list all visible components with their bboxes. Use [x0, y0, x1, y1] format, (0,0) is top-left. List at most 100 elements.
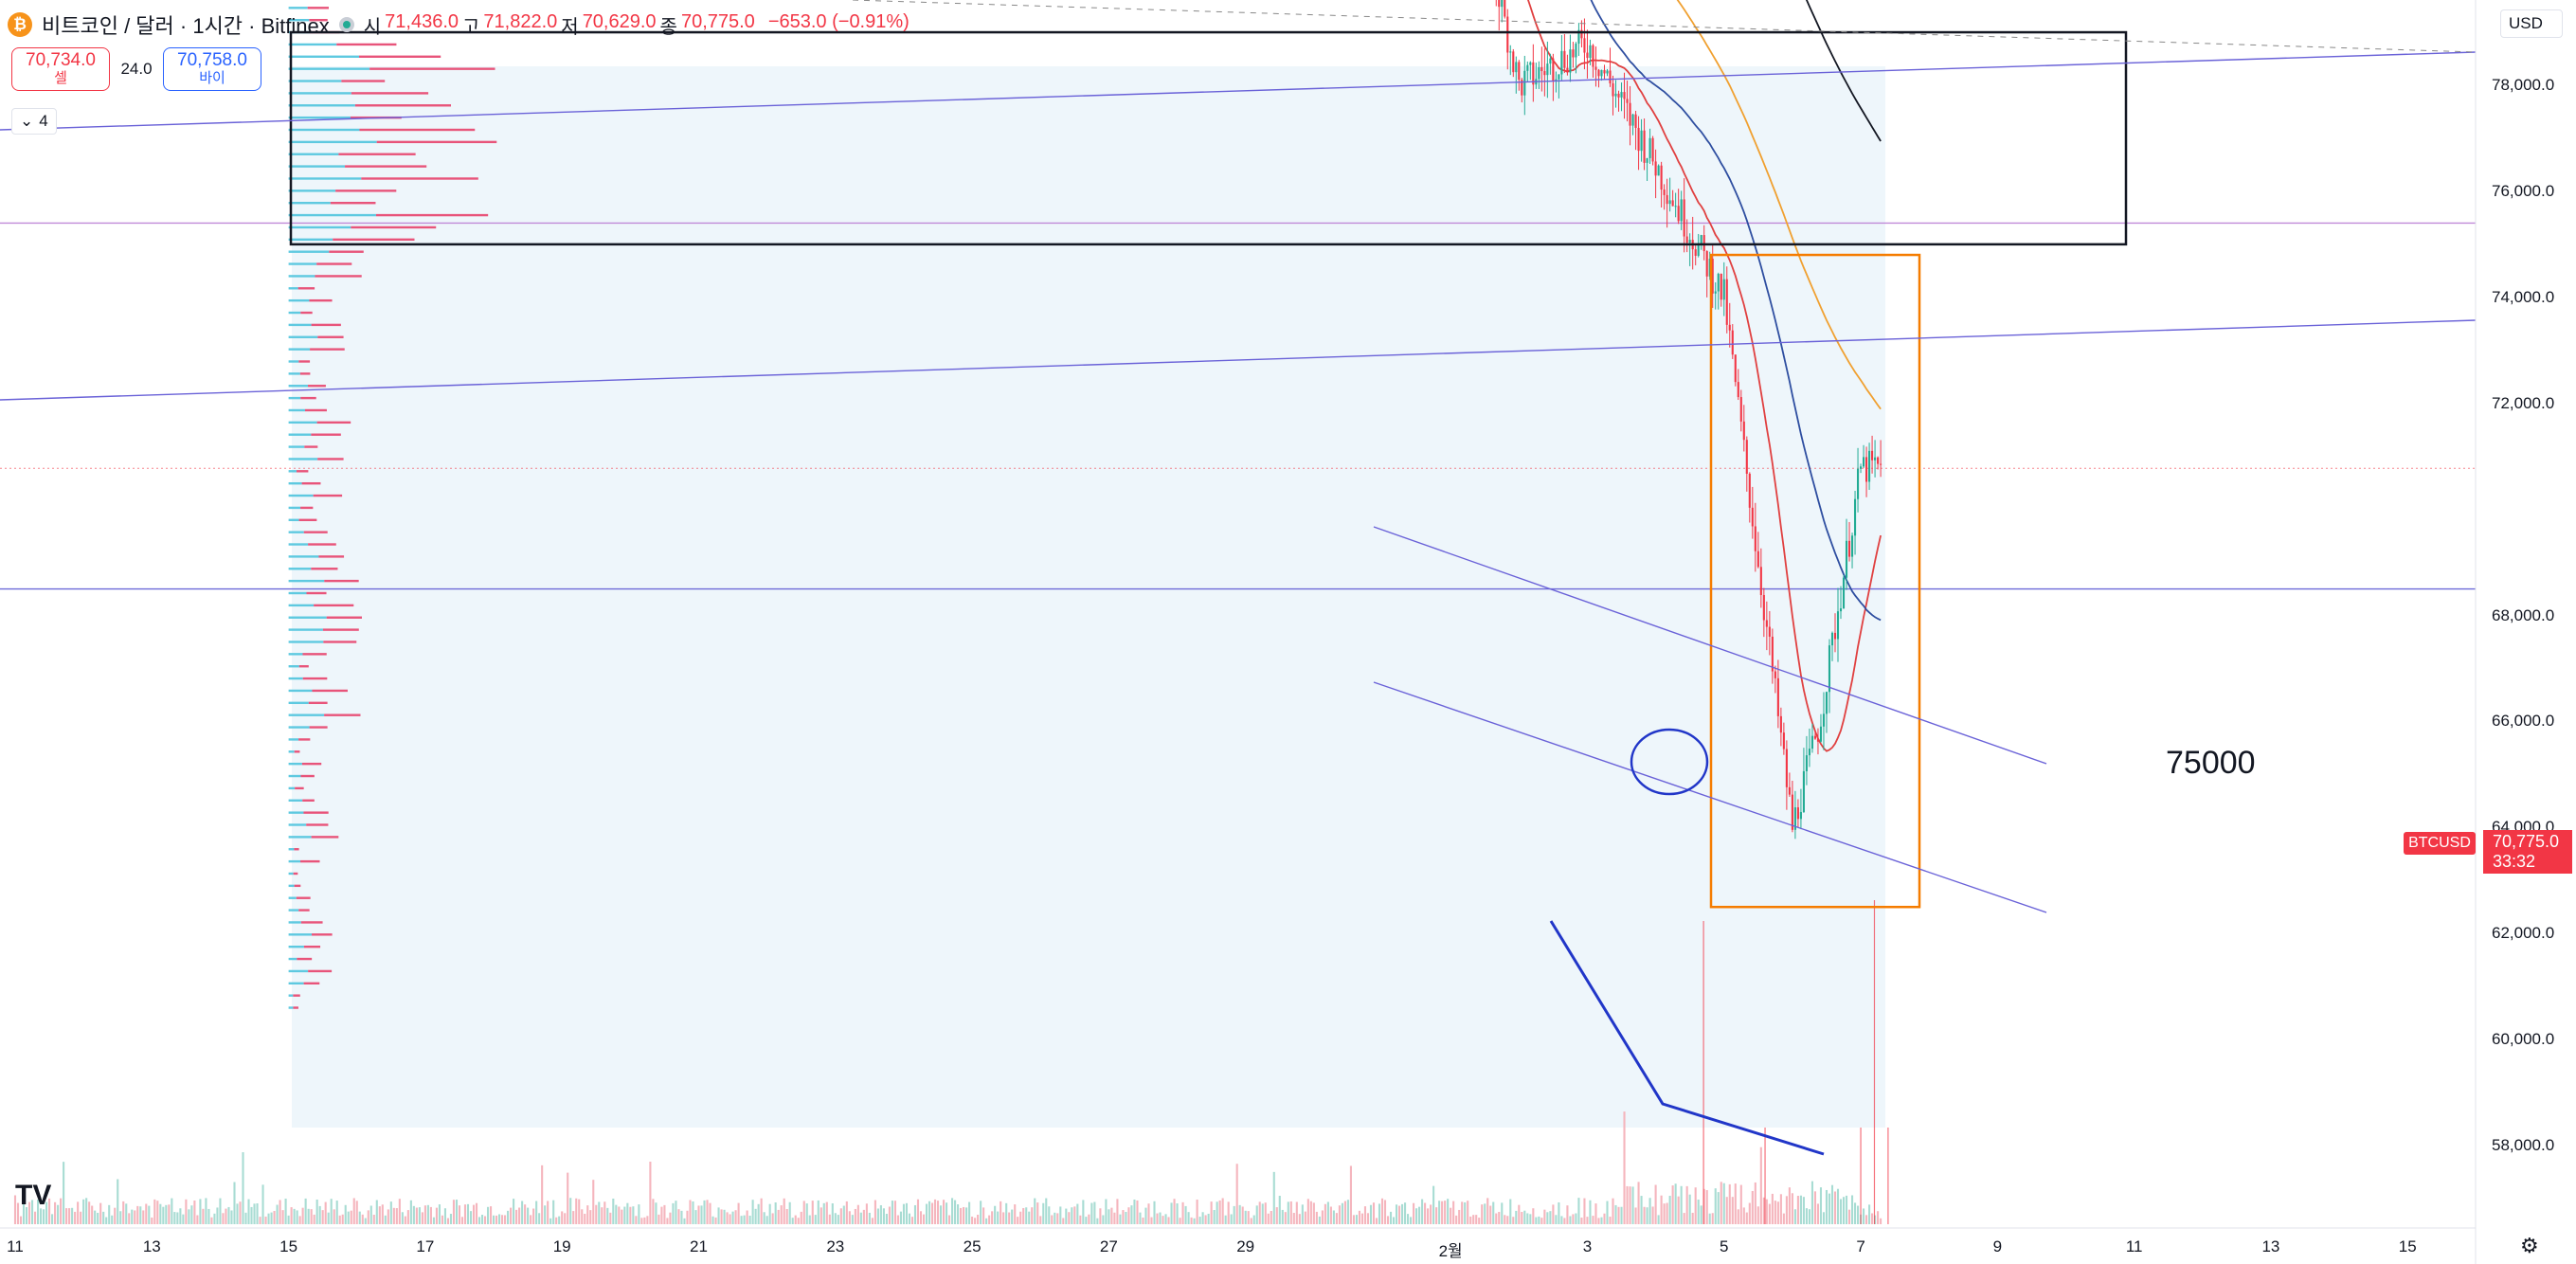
volume-bar: [88, 1201, 91, 1224]
currency-select[interactable]: USD: [2500, 9, 2563, 38]
buy-button[interactable]: 70,758.0 바이: [163, 47, 261, 91]
candle-body: [1631, 114, 1634, 126]
sell-button[interactable]: 70,734.0 셀: [11, 47, 110, 91]
candle-body: [1708, 259, 1711, 277]
candle-body: [1674, 206, 1677, 208]
candle-body: [1714, 291, 1717, 294]
volume-bar: [729, 1214, 731, 1224]
tradingview-logo[interactable]: TV: [15, 1180, 52, 1211]
vp-bar-up: [288, 421, 317, 424]
volume-bar: [1563, 1218, 1566, 1224]
volume-bar: [706, 1200, 709, 1224]
volume-bar: [1022, 1207, 1025, 1224]
time-tick-label: 11: [2125, 1237, 2143, 1255]
volume-bar: [301, 1207, 304, 1224]
volume-bar: [378, 1206, 381, 1224]
market-status-icon[interactable]: [338, 17, 354, 32]
volume-bar: [250, 1206, 253, 1224]
candle: [1717, 272, 1720, 310]
symbol-title[interactable]: 비트코인 / 달러 · 1시간 · Bitfinex: [42, 14, 330, 38]
volume-bar: [1810, 1181, 1813, 1224]
candle: [1805, 735, 1808, 785]
volume-bar: [1677, 1196, 1680, 1224]
volume-bar: [1167, 1217, 1170, 1224]
volume-bar: [1088, 1214, 1090, 1224]
volume-bar: [1489, 1205, 1492, 1224]
volume-bar: [771, 1213, 774, 1224]
volume-bar: [1546, 1212, 1549, 1224]
volume-bar: [1694, 1187, 1697, 1224]
volume-bar: [552, 1200, 555, 1224]
buy-label: 바이: [199, 70, 225, 87]
volume-bar: [1048, 1206, 1051, 1224]
volume-bar: [1612, 1198, 1614, 1224]
volume-bar: [1555, 1215, 1558, 1224]
volume-bar: [893, 1201, 896, 1224]
vp-bar-down: [306, 823, 329, 826]
drawings[interactable]: [0, 0, 2477, 1156]
low-value: 70,629.0: [582, 10, 657, 32]
volume-bar: [1156, 1213, 1159, 1224]
volume-bar: [165, 1204, 168, 1224]
volume-bar: [785, 1208, 788, 1224]
vp-bar-down: [298, 665, 309, 668]
volume-bar: [936, 1201, 940, 1224]
candle-body: [1880, 463, 1882, 465]
volume-bar: [236, 1203, 239, 1224]
candle: [1526, 61, 1529, 82]
volume-bar: [1415, 1208, 1418, 1224]
volume-bar: [171, 1198, 173, 1224]
volume-bar: [623, 1206, 626, 1224]
volume-bar: [1450, 1207, 1452, 1224]
candle-body: [1785, 749, 1788, 787]
sell-label: 셀: [54, 70, 67, 87]
vp-bar-up: [288, 579, 325, 583]
volume-bar: [1793, 1209, 1796, 1224]
channel-upper: [1373, 526, 2047, 765]
volume-bar: [899, 1211, 902, 1224]
vp-bar-down: [303, 982, 320, 984]
volume-bar: [1315, 1211, 1318, 1224]
candle: [1549, 53, 1552, 75]
volume-bar: [763, 1212, 766, 1224]
volume-bar: [1623, 1111, 1626, 1224]
volume-bar: [1065, 1208, 1068, 1224]
volume-bar: [1606, 1201, 1609, 1224]
volume-bar: [350, 1210, 352, 1224]
candle-body: [1863, 457, 1865, 467]
volume-bar: [1213, 1210, 1216, 1224]
candle-body: [1768, 626, 1771, 637]
candle-body: [1509, 51, 1512, 53]
volume-bar: [227, 1206, 230, 1224]
volume-bar: [423, 1205, 426, 1224]
vp-bar-up: [288, 238, 333, 242]
volume-bar: [666, 1218, 669, 1224]
volume-bar: [1250, 1218, 1252, 1224]
vp-bar-up: [288, 348, 311, 351]
indicators-toggle[interactable]: ⌄ 4: [11, 108, 57, 135]
volume-bar: [669, 1212, 672, 1224]
volume-bar: [335, 1201, 338, 1224]
candle: [1859, 463, 1863, 474]
bitcoin-icon[interactable]: ₿: [8, 12, 32, 37]
volume-bar: [1051, 1215, 1054, 1224]
volume-bar: [1187, 1212, 1190, 1224]
volume-bar: [1147, 1203, 1150, 1224]
vp-bar-up: [288, 1006, 294, 1009]
candle: [1830, 631, 1834, 661]
settings-icon[interactable]: ⚙: [2520, 1234, 2539, 1257]
volume-bar: [1802, 1197, 1805, 1224]
volume-bar: [389, 1201, 392, 1224]
vp-bar-up: [288, 591, 307, 595]
volume-bar: [1366, 1213, 1370, 1224]
vp-bar-down: [329, 250, 364, 253]
volume-bar: [1341, 1202, 1343, 1224]
annotation-text[interactable]: 75000: [2166, 745, 2256, 781]
vp-bar-down: [312, 689, 348, 693]
volume-bar: [387, 1209, 389, 1224]
volume-bar: [760, 1198, 763, 1224]
candle: [1663, 184, 1666, 210]
volume-bar: [1427, 1208, 1430, 1224]
vp-bar-down: [299, 372, 311, 375]
